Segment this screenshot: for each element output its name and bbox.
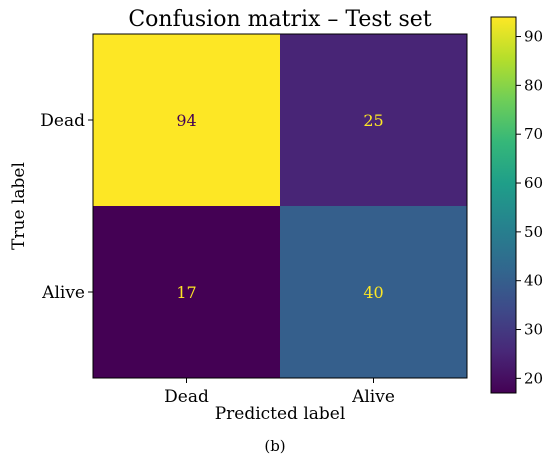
colorbar: 20 30 40 50 60 70 80 90: [490, 16, 543, 394]
y-axis-ticks: Dead Alive: [40, 111, 93, 303]
colorbar-tick-label: 50: [524, 223, 543, 241]
heatmap-cells: 94 25 17 40: [93, 34, 467, 378]
x-tick-label: Dead: [164, 387, 209, 407]
colorbar-gradient: [490, 16, 517, 394]
x-tick-label: Alive: [351, 387, 395, 407]
cell-value-label: 25: [363, 111, 383, 130]
cell-value-label: 17: [176, 283, 196, 302]
cell-value-label: 94: [176, 111, 196, 130]
y-tick-label: Alive: [41, 283, 85, 303]
colorbar-tick-label: 90: [524, 28, 543, 46]
x-axis-ticks: Dead Alive: [164, 378, 395, 407]
x-axis-label: Predicted label: [215, 404, 346, 424]
colorbar-ticks: 20 30 40 50 60 70 80 90: [516, 28, 543, 387]
figure-caption: (b): [264, 437, 285, 455]
cell-value-label: 40: [363, 283, 383, 302]
colorbar-tick-label: 80: [524, 76, 543, 94]
colorbar-tick-label: 70: [524, 125, 543, 143]
heatmap-cell: [93, 34, 280, 206]
plot-frame: [92, 33, 468, 379]
y-axis-label: True label: [9, 162, 29, 250]
colorbar-tick-label: 60: [524, 174, 543, 192]
heatmap-cell: [280, 34, 467, 206]
chart-title: Confusion matrix – Test set: [128, 7, 431, 32]
y-tick-label: Dead: [40, 111, 85, 131]
heatmap-cell: [280, 206, 467, 378]
colorbar-tick-label: 40: [524, 272, 543, 290]
heatmap-cell: [93, 206, 280, 378]
colorbar-tick-label: 30: [524, 321, 543, 339]
colorbar-tick-label: 20: [524, 369, 543, 387]
